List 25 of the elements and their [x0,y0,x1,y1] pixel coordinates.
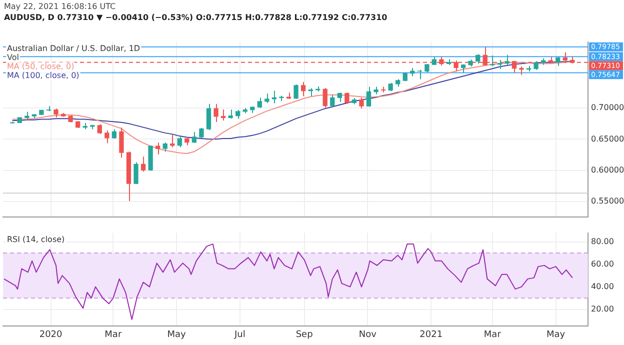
text: May 22, 2021 16:08:16 UTC [4,1,117,12]
chart-subtitle: AUDUSD, D 0.77310 ▼ −0.00410 (−0.53%) O:0.77715 H:0.77828 L:0.77192 C:0.77310 [4,12,388,23]
text: MA (100, close, 0) [7,70,80,80]
x-tick-label: May [546,330,566,340]
x-tick-label: May [167,330,186,340]
chart-title: RSI (14, close) [7,234,65,244]
y-tick-label: 40.00 [591,282,614,291]
x-tick-label: Sep [296,330,314,340]
y-tick-label: 0.60000 [591,165,624,174]
x-tick-label: 2020 [39,330,63,340]
x-tick-label: Jul [233,330,246,340]
x-tick-label: Mar [104,330,122,340]
y-tick-label: 0.65000 [591,134,624,144]
y-tick-label: 60.00 [591,259,614,268]
y-tick-label: 0.70000 [591,103,624,112]
x-tick-label: Mar [484,330,502,340]
x-tick-label: Nov [358,330,378,340]
y-tick-label: 80.00 [591,236,614,246]
chart-title: Australian Dollar / U.S. Dollar, 1D [7,44,140,53]
y-tick-label: 0.55000 [591,196,624,206]
text: MA (50, close, 0) [7,62,74,71]
candlestick [279,95,284,102]
x-tick-label: 2021 [420,330,443,340]
y-tick-label: 20.00 [591,304,614,314]
annotation: Vol [7,52,19,62]
